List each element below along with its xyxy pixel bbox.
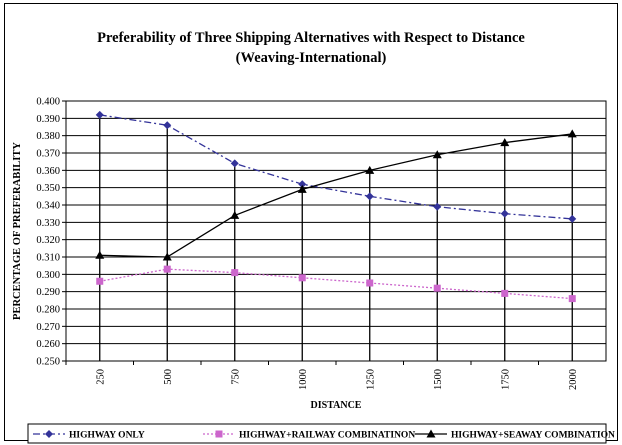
legend-marker-1: [45, 430, 53, 438]
x-axis-title: DISTANCE: [311, 400, 362, 411]
y-tick-label: 0.300: [36, 270, 60, 281]
y-tick-label: 0.330: [36, 218, 60, 229]
y-tick-label: 0.260: [36, 339, 60, 350]
legend-box: [27, 423, 607, 444]
x-tick-label: 750: [230, 369, 241, 385]
y-tick-label: 0.340: [36, 201, 60, 212]
y-tick-label: 0.400: [36, 97, 60, 108]
data-point-series-1: [163, 121, 172, 130]
y-tick-label: 0.270: [36, 322, 60, 333]
legend-label-3: HIGHWAY+SEAWAY COMBINATION: [451, 431, 615, 441]
x-tick-label: 250: [95, 369, 106, 385]
y-tick-label: 0.320: [36, 235, 60, 246]
data-point-series-2: [501, 289, 509, 297]
data-point-series-1: [568, 214, 577, 223]
x-tick-label: 500: [163, 369, 174, 385]
data-point-series-3: [95, 250, 105, 259]
y-tick-label: 0.350: [36, 183, 60, 194]
data-point-series-1: [298, 180, 307, 189]
y-axis-title: PERCENTAGE OF PREFERABILITY: [12, 142, 23, 320]
x-tick-label: 2000: [568, 369, 579, 390]
data-point-series-2: [433, 284, 441, 292]
data-point-series-3: [230, 210, 240, 219]
x-tick-label: 1250: [365, 369, 376, 390]
y-tick-label: 0.310: [36, 253, 60, 264]
data-point-series-2: [366, 279, 374, 287]
data-point-series-3: [500, 138, 510, 147]
y-tick-label: 0.250: [36, 357, 60, 368]
data-point-series-1: [500, 209, 509, 218]
x-tick-label: 1000: [298, 369, 309, 390]
chart-title: Preferability of Three Shipping Alternat…: [97, 30, 525, 46]
x-tick-label: 1750: [500, 369, 511, 390]
y-tick-label: 0.360: [36, 166, 60, 177]
series-line-1: [99, 114, 573, 220]
data-point-series-3: [297, 184, 307, 193]
y-tick-label: 0.380: [36, 131, 60, 142]
data-point-series-1: [365, 192, 374, 201]
series-line-2: [99, 268, 573, 300]
data-point-series-1: [95, 110, 104, 119]
y-tick-label: 0.280: [36, 305, 60, 316]
data-point-series-2: [568, 295, 576, 303]
y-tick-label: 0.370: [36, 149, 60, 160]
series-line-3: [99, 133, 573, 258]
legend-marker-2: [215, 430, 223, 438]
x-tick-label: 1500: [433, 369, 444, 390]
data-point-series-3: [432, 150, 442, 159]
legend-label-1: HIGHWAY ONLY: [69, 431, 145, 441]
data-point-series-2: [96, 277, 104, 285]
data-point-series-2: [163, 265, 171, 273]
data-point-series-2: [298, 274, 306, 282]
data-point-series-2: [231, 269, 239, 277]
legend-marker-3: [426, 429, 436, 438]
data-point-series-3: [162, 252, 172, 261]
y-tick-label: 0.390: [36, 114, 60, 125]
chart-subtitle: (Weaving-International): [235, 50, 387, 66]
data-point-series-3: [365, 165, 375, 174]
data-point-series-1: [433, 202, 442, 211]
legend-label-2: HIGHWAY+RAILWAY COMBINATINON: [239, 431, 415, 441]
y-tick-label: 0.290: [36, 287, 60, 298]
data-point-series-3: [567, 129, 577, 138]
data-point-series-1: [230, 159, 239, 168]
